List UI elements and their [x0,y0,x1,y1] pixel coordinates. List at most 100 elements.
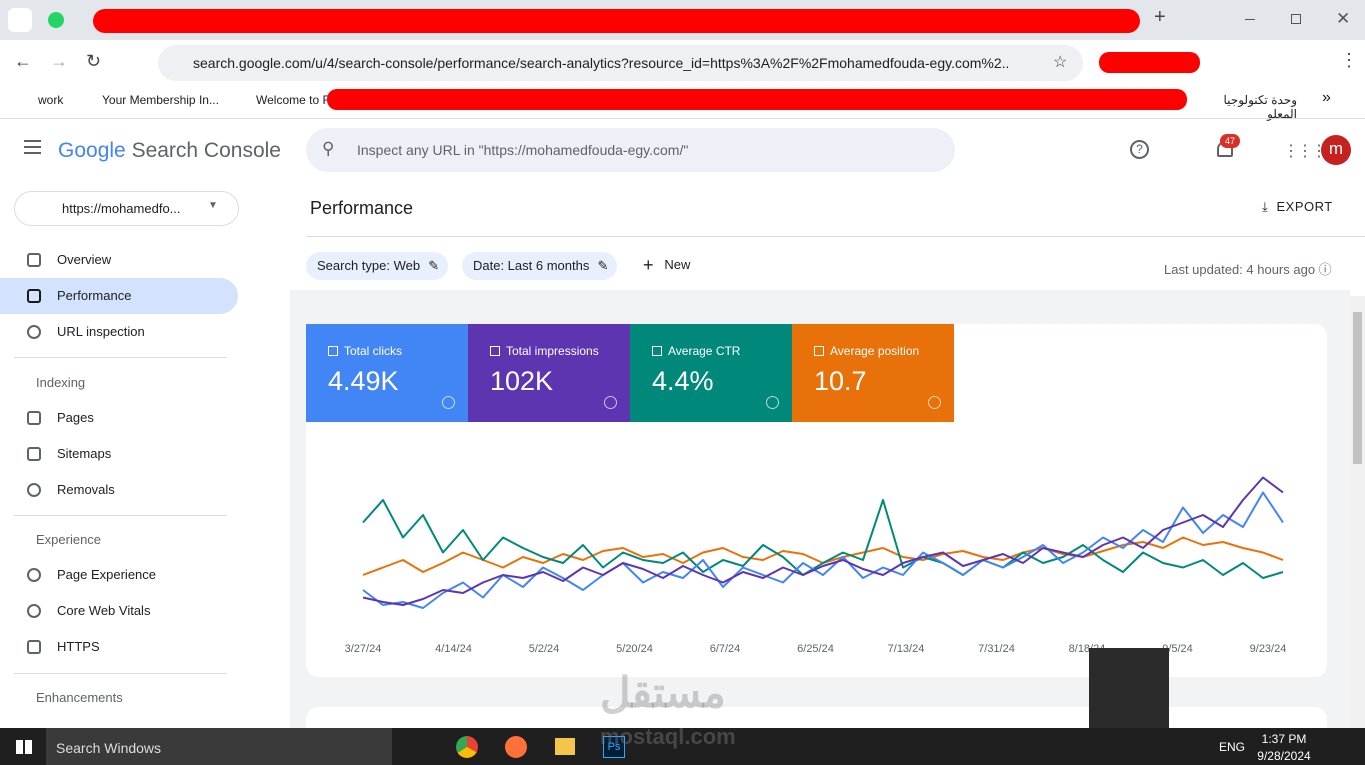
explorer-app[interactable] [555,738,575,755]
x-tick-label: 7/13/24 [888,643,925,655]
nav-label: URL inspection [57,324,145,339]
metric-help[interactable] [928,396,941,409]
metric-label-text: Total impressions [506,344,599,358]
series-line [362,536,1284,576]
nav-item[interactable]: URL inspection [0,314,238,350]
nav-label: Page Experience [57,567,157,582]
x-tick-label: 9/5/24 [1162,643,1193,655]
bookmark-star[interactable]: ☆ [1053,54,1068,71]
nav-item[interactable]: Removals [0,472,238,508]
help[interactable]: ? [1130,140,1149,159]
x-tick-label: 4/14/24 [435,643,472,655]
x-tick-label: 3/27/24 [345,643,382,655]
metric-card[interactable]: Average position 10.7 [792,324,954,422]
more-bookmarks[interactable]: » [1322,89,1331,106]
metric-value: 4.49K [328,366,399,396]
search-icon: ⚲ [322,139,335,158]
nav-item[interactable]: HTTPS [0,629,238,665]
menu[interactable]: ⋮ [1340,50,1358,70]
bookmarks-bar: work Your Membership In... Welcome to F … [0,85,1365,121]
property-selector[interactable]: https://mohamedfo... ▼ [14,191,239,226]
nav-item[interactable]: Sitemaps [0,436,238,472]
new-tab[interactable]: + [1154,6,1166,28]
metric-card[interactable]: Total impressions 102K [468,324,630,422]
omnibox[interactable]: search.google.com/u/4/search-console/per… [158,45,1083,81]
taskbar: Search Windows Ps ENG 1:37 PM 9/28/2024 [0,728,1365,765]
metric-label: Total impressions [490,344,630,358]
series-line [362,499,1284,579]
metric-help[interactable] [442,396,455,409]
chip-label: Date: Last 6 months [473,258,590,273]
bookmark[interactable]: Welcome to F [256,93,330,107]
new-filter[interactable]: + New [643,255,691,275]
restore[interactable] [1291,14,1301,24]
bookmark[interactable]: وحدة تكنولوجيا المعلو [1223,93,1297,121]
metric-label-text: Total clicks [344,344,403,358]
nav-item[interactable]: Page Experience [0,557,238,593]
logo-google: Google [58,139,126,162]
clock[interactable]: 1:37 PM 9/28/2024 [1254,732,1314,763]
nav-item[interactable]: Core Web Vitals [0,593,238,629]
metric-card[interactable]: Average CTR 4.4% [630,324,792,422]
series-line [362,476,1284,606]
metric-value: 102K [490,366,554,396]
nav-label: Pages [57,410,94,425]
nav-label: Overview [57,252,112,267]
tab-bar: + ✕ [0,0,1365,40]
x-tick-label: 6/25/24 [797,643,834,655]
x-tick-label: 5/2/24 [529,643,560,655]
search-text: Search Windows [56,740,162,756]
metric-card[interactable]: Total clicks 4.49K [306,324,468,422]
nav-label: Removals [57,482,115,497]
filter-chip[interactable]: Date: Last 6 months ✎ [462,252,618,280]
metric-label-text: Average CTR [668,344,741,358]
back[interactable]: ← [14,51,32,71]
whatsapp-tab[interactable] [48,12,64,28]
last-updated-text: Last updated: 4 hours ago [1164,262,1316,277]
property: https://mohamedfo... [62,201,181,216]
metric-help[interactable] [604,396,617,409]
url: search.google.com/u/4/search-console/per… [193,55,1008,71]
nav-label: Sitemaps [57,446,112,461]
reload[interactable]: ↻ [86,51,102,71]
bookmark[interactable]: work [38,93,64,107]
page-title: Performance [310,198,414,218]
nav-label: Core Web Vitals [57,603,151,618]
divider [306,236,1365,237]
nav-item-active[interactable]: Performance [0,278,238,314]
photoshop-app[interactable]: Ps [603,736,625,758]
chrome-app[interactable] [456,736,478,758]
metric-label-text: Average position [830,344,920,358]
divider [14,515,227,516]
minimize[interactable] [1245,19,1255,20]
time: 1:37 PM [1261,732,1307,746]
x-tick-label: 9/23/24 [1250,643,1287,655]
filter-chip[interactable]: Search type: Web ✎ [306,252,449,280]
logo: Google Search Console [58,139,281,163]
metric-help[interactable] [766,396,779,409]
url-inspect-search[interactable]: ⚲ Inspect any URL in "https://mohamedfou… [306,128,955,172]
nav-item[interactable]: Pages [0,400,238,436]
nav-section[interactable]: Experience [36,532,102,547]
forward[interactable]: → [50,51,68,71]
language[interactable]: ENG [1219,740,1246,754]
divider [14,673,227,674]
x-tick-label: 5/20/24 [616,643,653,655]
series-line [362,491,1284,609]
taskbar-search[interactable]: Search Windows [46,728,392,765]
nav-section[interactable]: Indexing [36,375,86,390]
redaction [327,89,1187,110]
export-button[interactable]: ⤓ EXPORT [1262,199,1333,214]
apps[interactable]: ⋮⋮⋮ [1283,143,1327,160]
new-label: New [664,257,691,272]
bookmark[interactable]: Your Membership In... [102,93,219,107]
firefox-app[interactable] [505,736,527,758]
tab-menu[interactable] [8,8,32,32]
nav-item[interactable]: Overview [0,242,238,278]
nav-section[interactable]: Enhancements [36,690,123,705]
start[interactable] [16,740,32,754]
avatar[interactable]: m [1321,135,1351,165]
close[interactable]: ✕ [1336,9,1351,28]
scrollbar [1350,296,1365,728]
hamburger[interactable] [24,140,41,154]
